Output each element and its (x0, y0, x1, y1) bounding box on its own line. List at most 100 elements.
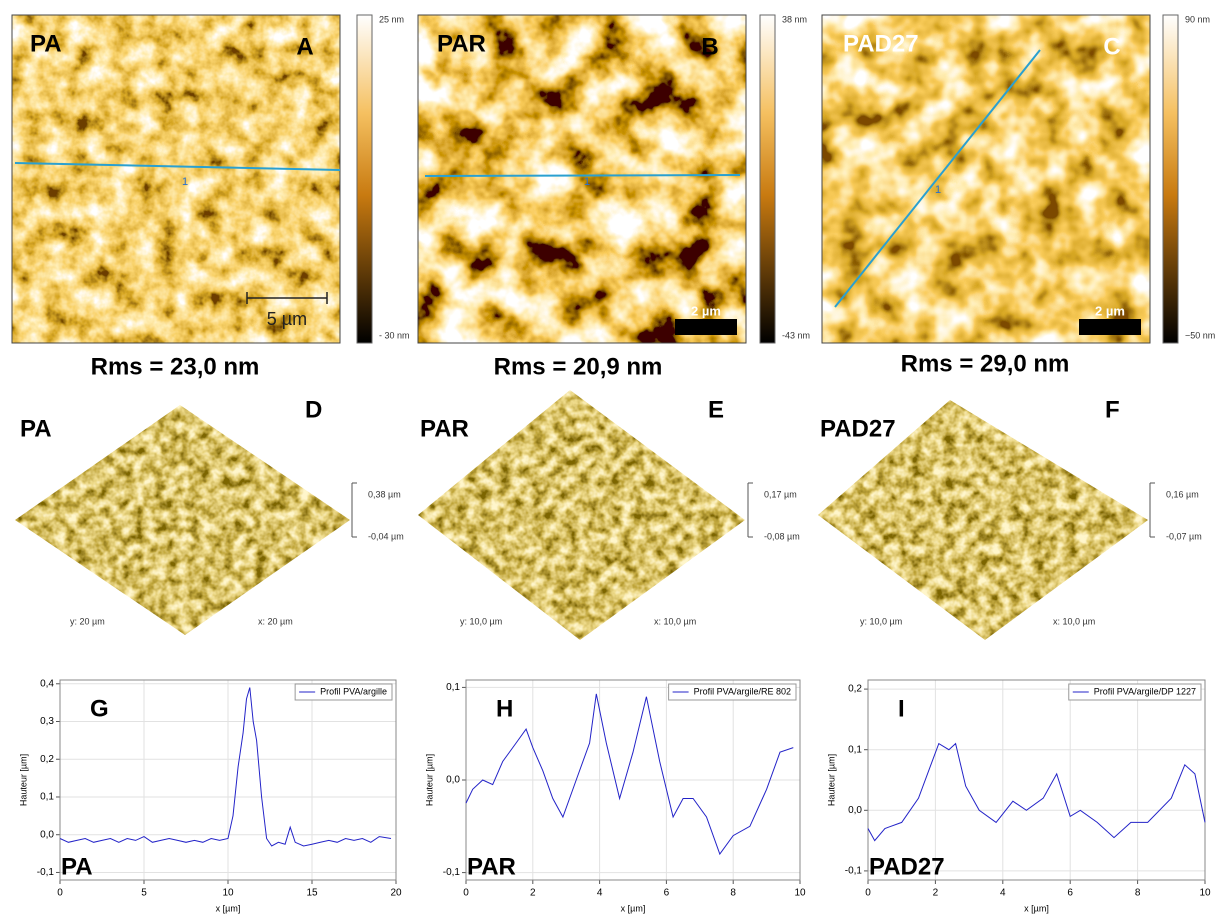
x-tick-label: 0 (463, 888, 469, 899)
y-tick-label: 0,2 (40, 754, 54, 765)
profile-line (867, 742, 1206, 842)
scale-bar (1079, 319, 1141, 335)
colorbar-min: −50 nm (1185, 330, 1215, 340)
y-axis-label: Hauteur [µm] (424, 754, 434, 806)
profile-line (14, 162, 341, 171)
plot-frame (465, 679, 801, 881)
x-extent-label: x: 10,0 µm (654, 616, 696, 626)
x-tick-label: 0 (865, 888, 871, 899)
image-border (821, 14, 1151, 344)
legend: Profil PVA/argille (294, 683, 393, 701)
rms-label: Rms = 23,0 nm (91, 353, 260, 380)
colorbar-min: -43 nm (782, 330, 810, 340)
x-tick-label: 5 (141, 888, 147, 899)
y-extent-label: y: 10,0 µm (460, 616, 502, 626)
z-min-label: -0,07 µm (1166, 531, 1202, 541)
x-extent-label: x: 10,0 µm (1053, 616, 1095, 626)
y-tick-label: -0,1 (37, 867, 55, 878)
afm-image (12, 15, 340, 343)
plot-frame (867, 679, 1206, 881)
profile-line (465, 693, 794, 856)
x-tick-label: 4 (1000, 888, 1006, 899)
y-extent-label: y: 20 µm (70, 616, 105, 626)
panel-label: D (305, 396, 322, 423)
x-tick-label: 6 (1067, 888, 1073, 899)
x-tick-label: 6 (664, 888, 670, 899)
profile-line (424, 174, 741, 177)
y-tick-label: 0,1 (446, 682, 460, 693)
sample-label: PA (30, 30, 62, 57)
z-max-label: 0,16 µm (1166, 489, 1199, 499)
y-axis-label: Hauteur [µm] (18, 754, 28, 806)
y-tick-label: 0,1 (848, 744, 862, 755)
scale-bar (675, 319, 737, 335)
scale-bar-label: 2 µm (691, 303, 721, 318)
legend-label: Profil PVA/argile/RE 802 (694, 686, 791, 696)
colorbar (1162, 14, 1179, 344)
plot-frame (59, 679, 397, 881)
y-tick-label: 0,0 (446, 775, 460, 786)
profile-line (834, 49, 1041, 308)
x-tick-label: 8 (1135, 888, 1141, 899)
legend: Profil PVA/argile/RE 802 (668, 683, 797, 701)
x-tick-label: 10 (794, 888, 806, 899)
image-border (11, 14, 341, 344)
x-tick-label: 0 (57, 888, 63, 899)
x-tick-label: 20 (390, 888, 402, 899)
colorbar-max: 90 nm (1185, 14, 1210, 24)
y-tick-label: 0,0 (40, 829, 54, 840)
sample-label: PA (61, 853, 93, 880)
legend: Profil PVA/argile/DP 1227 (1068, 683, 1202, 701)
legend-box (1068, 683, 1202, 701)
panel-label: A (296, 33, 313, 60)
x-tick-label: 10 (222, 888, 234, 899)
sample-label: PA (20, 415, 52, 442)
x-tick-label: 4 (597, 888, 603, 899)
y-tick-label: 0,1 (40, 792, 54, 803)
z-axis (1149, 482, 1155, 538)
y-tick-label: 0,2 (848, 684, 862, 695)
rms-label: Rms = 20,9 nm (494, 353, 663, 380)
sample-label: PAD27 (820, 415, 896, 442)
z-max-label: 0,38 µm (368, 489, 401, 499)
scale-bar-label: 5 µm (267, 309, 307, 329)
y-extent-label: y: 10,0 µm (860, 616, 902, 626)
y-tick-label: -0,1 (443, 867, 461, 878)
rms-label: Rms = 29,0 nm (901, 350, 1070, 377)
x-tick-label: 10 (1199, 888, 1211, 899)
panel-label: B (701, 33, 718, 60)
z-min-label: -0,08 µm (764, 531, 800, 541)
panel-label: I (898, 695, 905, 722)
sample-label: PAR (420, 415, 469, 442)
z-min-label: -0,04 µm (368, 531, 404, 541)
y-tick-label: 0,4 (40, 678, 54, 689)
x-tick-label: 8 (730, 888, 736, 899)
z-axis (747, 482, 753, 538)
z-max-label: 0,17 µm (764, 489, 797, 499)
y-tick-label: -0,1 (845, 866, 863, 877)
profile-label: 1 (182, 176, 188, 188)
sample-label: PAR (467, 853, 516, 880)
colorbar-max: 25 nm (379, 14, 404, 24)
x-extent-label: x: 20 µm (258, 616, 293, 626)
x-tick-label: 15 (306, 888, 318, 899)
surface-3d (15, 405, 350, 635)
legend-label: Profil PVA/argille (320, 686, 387, 696)
panel-label: H (496, 695, 513, 722)
sample-label: PAR (437, 30, 486, 57)
colorbar (759, 14, 776, 344)
colorbar-max: 38 nm (782, 14, 807, 24)
y-tick-label: 0,0 (848, 805, 862, 816)
panel-label: E (708, 396, 724, 423)
x-tick-label: 2 (933, 888, 939, 899)
surface-3d (418, 390, 745, 640)
scale-bar-label: 2 µm (1095, 303, 1125, 318)
plot-area (867, 679, 1206, 881)
scale-bar (246, 292, 328, 304)
profile-label: 1 (935, 184, 941, 196)
x-axis-label: x [µm] (216, 903, 241, 913)
x-axis-label: x [µm] (1024, 903, 1049, 913)
legend-box (294, 683, 393, 701)
panel-label: F (1105, 396, 1120, 423)
